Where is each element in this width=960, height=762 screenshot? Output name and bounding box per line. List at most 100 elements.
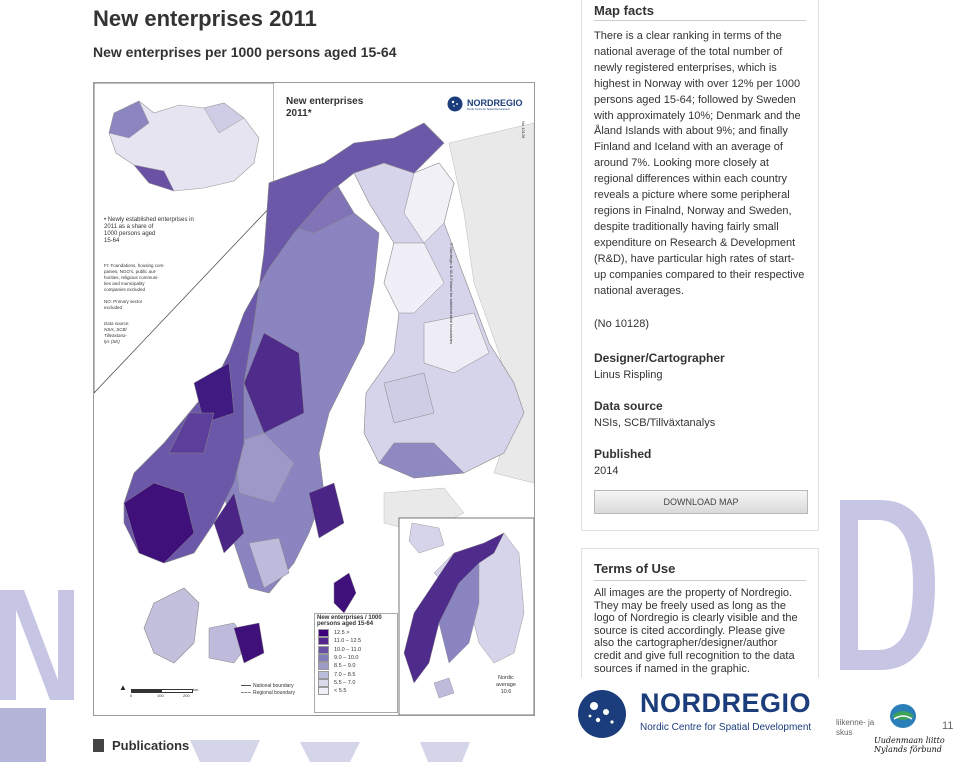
nordic-average-label: Nordic average 10.6 (496, 675, 516, 696)
map-facts-title: Map facts (594, 3, 806, 21)
legend-swatch (318, 678, 329, 687)
partner-script-line2: Nylands förbund (874, 745, 942, 754)
nordic-avg-line: average (496, 682, 516, 688)
legend-label: 12.5 > (334, 630, 350, 637)
partner-script: Uudenmaan liitto Nylands förbund (874, 736, 945, 754)
denmark-region (143, 587, 200, 664)
terms-panel: Terms of Use All images are the property… (581, 548, 819, 684)
legend-label: 9.0 – 10.0 (334, 655, 359, 662)
regional-boundary-line-icon (241, 692, 251, 694)
map-source-note: Data source: NSIs, SCB/ Tillväxtana- lys… (104, 321, 130, 345)
note-line: 15-64 (104, 238, 120, 244)
note-line: Data source: (104, 321, 130, 326)
scale-label: 0 (130, 693, 133, 698)
source-value: NSIs, SCB/Tillväxtanalys (594, 417, 716, 430)
map-brand-logo: NORDREGIO Nordic Centre for Spatial Deve… (447, 95, 527, 113)
map-title-line1: New enterprises (286, 96, 364, 107)
terms-body: All images are the property of Nordregio… (594, 587, 798, 675)
legend-items: 12.5 >11.0 – 12.5 10.0 – 11.0 9.0 – 10.0 8.… (315, 627, 397, 697)
legend-swatch (318, 645, 329, 654)
boundary-regional: Regional boundary (253, 690, 295, 696)
legend-item: 7.0 – 8.5 (318, 670, 394, 679)
map-side-note: © Nordregio & NLS Finland for administra… (449, 243, 454, 344)
partner-text-line1: liikenne- ja (836, 718, 875, 727)
book-icon (93, 739, 104, 752)
note-line: panies, NGO's, public aut- (104, 269, 157, 274)
legend-item: 5.5 – 7.0 (318, 678, 394, 687)
map-note: • Newly established enterprises in 2011 … (104, 217, 224, 245)
map-title: New enterprises 2011* (286, 96, 363, 120)
map-no-note: NO: Primary sector excluded (104, 299, 142, 311)
note-line: NSIs, SCB/ (104, 327, 127, 332)
scale-bar: 0 100 200 km ▲ (119, 683, 199, 699)
nordic-avg-line: Nordic (497, 675, 514, 681)
note-line: • Newly established enterprises in (104, 217, 194, 223)
scale-bar-line (131, 689, 193, 693)
download-map-button[interactable]: DOWNLOAD MAP (594, 490, 808, 515)
partner-script-line1: Uudenmaan liitto (874, 736, 945, 745)
map-legend: New enterprises / 1000 persons aged 15-6… (314, 613, 398, 713)
legend-item: 9.0 – 10.0 (318, 654, 394, 663)
boundary-legend: National boundary Regional boundary (241, 683, 295, 697)
page-subtitle: New enterprises per 1000 persons aged 15… (93, 44, 397, 60)
note-line: excluded (104, 305, 123, 310)
map-id: No 10128 (521, 121, 526, 139)
logo-sub: Nordic Centre for Spatial Development (640, 722, 812, 733)
page-title: New enterprises 2011 (93, 6, 317, 31)
legend-item: < 5.5 (318, 687, 394, 696)
note-line: companies excluded (104, 287, 146, 292)
nordregio-logo: NORDREGIO Nordic Centre for Spatial Deve… (570, 678, 836, 748)
source-label: Data source (594, 399, 663, 414)
nordregio-logo-icon (578, 690, 626, 738)
scale-label: 100 (157, 693, 164, 698)
map-facts-body: There is a clear ranking in terms of the… (594, 30, 805, 297)
legend-swatch (318, 637, 329, 646)
map-facts-panel: Map facts There is a clear ranking in te… (581, 0, 819, 531)
legend-label: 7.0 – 8.5 (334, 671, 356, 678)
national-boundary-line-icon (241, 685, 251, 687)
legend-item: 12.5 > (318, 629, 394, 638)
published-label: Published (594, 447, 652, 462)
terms-title: Terms of Use (594, 561, 806, 581)
legend-swatch (318, 687, 329, 696)
nordregio-mini-logo-icon (447, 96, 463, 112)
scale-label: 200 (183, 693, 190, 698)
legend-label: 11.0 – 12.5 (334, 638, 362, 645)
legend-swatch (318, 629, 329, 638)
note-line: Tillväxtana- (104, 333, 127, 338)
legend-swatch (318, 654, 329, 663)
map-brand-sub: Nordic Centre for Spatial Development (467, 108, 510, 111)
note-line: NO: Primary sector (104, 299, 143, 304)
map-brand-text: NORDREGIO (467, 98, 523, 108)
published-value: 2014 (594, 465, 619, 478)
uusimaa-emblem-icon (890, 704, 916, 728)
designer-value: Linus Rispling (594, 369, 663, 382)
note-line: horities, religious communi- (104, 275, 159, 280)
legend-label: 10.0 – 11.0 (334, 646, 362, 653)
note-line: FI: Foundations, housing com- (104, 263, 165, 268)
legend-label: 5.5 – 7.0 (334, 679, 356, 686)
note-line: 1000 persons aged (104, 231, 156, 237)
legend-title-line1: New enterprises / 1000 (317, 615, 382, 621)
note-line: 2011 as a share of (104, 224, 154, 230)
nordic-avg-line: 10.6 (500, 689, 512, 695)
legend-item: 11.0 – 12.5 (318, 637, 394, 646)
partner-text-line2: skus (836, 728, 853, 737)
north-arrow-icon: ▲ (119, 683, 127, 692)
legend-label: 8.5 – 9.0 (334, 663, 356, 670)
partner-text: liikenne- ja skus (836, 718, 874, 738)
slide-number: 11 (942, 720, 954, 732)
publications-label: Publications (112, 738, 190, 753)
legend-label: < 5.5 (334, 688, 347, 695)
legend-item: 10.0 – 11.0 (318, 645, 394, 654)
note-line: ties and municipality (104, 281, 145, 286)
publications-link[interactable]: Publications (93, 738, 189, 753)
scale-unit: km (193, 687, 199, 692)
map-number: (No 10128) (594, 318, 650, 331)
legend-swatch (318, 670, 329, 679)
logo-text: NORDREGIO (640, 688, 812, 718)
legend-swatch (318, 662, 329, 671)
boundary-national: National boundary (253, 683, 294, 689)
map-image: New enterprises 2011* NORDREGIO Nordic C… (93, 82, 535, 716)
note-line: lys (SE) (104, 339, 120, 344)
